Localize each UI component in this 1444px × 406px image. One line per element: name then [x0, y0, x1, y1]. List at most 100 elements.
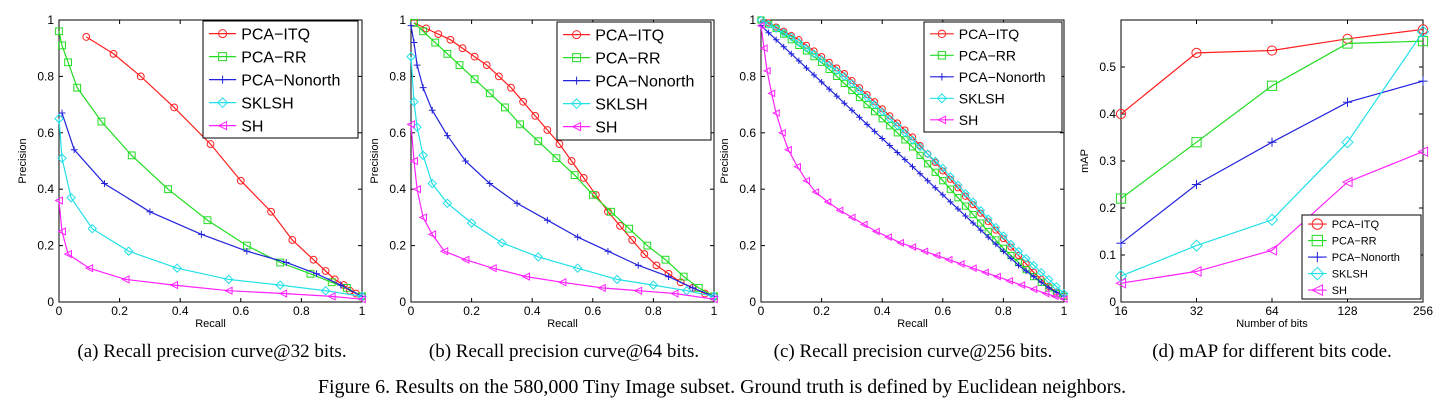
data-point — [507, 83, 515, 92]
legend-marker — [218, 29, 228, 39]
data-point — [1418, 76, 1428, 86]
data-point — [127, 151, 136, 160]
data-point — [419, 84, 427, 92]
data-point — [309, 255, 318, 264]
data-point — [407, 22, 415, 30]
data-point — [418, 213, 428, 222]
data-point — [924, 177, 931, 184]
legend-marker — [938, 73, 946, 81]
legend-marker — [571, 98, 583, 110]
data-point — [1023, 267, 1030, 275]
data-point — [557, 278, 567, 287]
data-point — [1266, 80, 1278, 91]
data-point — [803, 64, 810, 72]
data-point — [945, 172, 955, 181]
x-tick-label: 0.8 — [293, 304, 310, 318]
legend-marker — [1310, 266, 1325, 281]
data-point — [543, 126, 552, 134]
data-point — [203, 216, 212, 225]
chart-panel-2: 0 0.2 0.4 0.6 0.8 1 0 0.2 0.4 0.6 0.8 1 Recall Precis… — [369, 13, 719, 362]
data-point — [998, 231, 1008, 241]
data-point — [824, 60, 834, 70]
legend-label: SH — [241, 118, 263, 135]
data-point — [689, 284, 697, 292]
data-point — [818, 78, 825, 86]
data-point — [1191, 137, 1202, 148]
data-point — [839, 71, 849, 81]
data-point — [709, 294, 718, 304]
legend-label: SKLSH — [241, 95, 293, 112]
data-point — [1190, 239, 1203, 252]
data-point — [841, 100, 848, 107]
y-tick-label: 0 — [399, 295, 406, 309]
data-point — [87, 223, 98, 234]
x-axis-label: Recall — [195, 318, 226, 330]
legend-label: PCA−ITQ — [241, 26, 310, 43]
data-point — [442, 198, 453, 209]
data-point — [665, 273, 672, 281]
data-point — [409, 156, 418, 166]
data-point — [243, 247, 251, 255]
data-point — [458, 44, 467, 53]
data-point — [410, 39, 418, 46]
data-point — [900, 128, 910, 138]
y-tick-label: 0.4 — [1099, 107, 1116, 121]
data-point — [419, 27, 428, 36]
legend: PCA−ITQ PCA−RR PCA−Nonorth SKLSH SH — [202, 20, 359, 139]
data-point — [282, 259, 290, 266]
data-point — [788, 50, 795, 57]
data-point — [938, 163, 948, 173]
data-point — [930, 156, 940, 166]
legend-label: SH — [959, 112, 978, 128]
data-point — [224, 286, 233, 295]
series-triangle-left — [54, 196, 366, 304]
data-point — [427, 178, 437, 189]
legend-label: PCA−RR — [1332, 236, 1377, 248]
data-point — [413, 61, 421, 69]
data-point — [418, 150, 428, 161]
x-tick-label: 1 — [1061, 304, 1068, 318]
data-point — [870, 100, 880, 110]
data-point — [172, 263, 182, 273]
data-point — [1030, 273, 1037, 280]
data-point — [552, 154, 561, 163]
series-line — [1120, 151, 1424, 284]
sub-caption: (a) Recall precision curve@32 bits. — [77, 341, 346, 362]
series-line — [58, 118, 363, 297]
data-point — [327, 292, 336, 301]
data-point — [916, 170, 924, 177]
data-point — [1007, 255, 1015, 262]
legend-label: SKLSH — [1332, 269, 1368, 281]
y-tick-label: 1 — [399, 13, 406, 27]
data-point — [767, 89, 776, 98]
y-tick-label: 0.4 — [389, 182, 406, 196]
data-point — [835, 206, 844, 215]
data-point — [57, 227, 66, 236]
data-point — [1116, 238, 1126, 248]
data-point — [572, 263, 583, 273]
data-point — [985, 234, 992, 241]
data-point — [915, 142, 925, 152]
y-tick-label: 0.6 — [37, 126, 54, 140]
data-point — [786, 32, 796, 42]
data-point — [70, 146, 78, 154]
data-point — [470, 52, 479, 61]
series-plus — [757, 22, 1068, 300]
x-tick-label: 1 — [359, 304, 366, 318]
legend-label: PCA−RR — [595, 50, 660, 67]
legend-marker — [937, 115, 947, 125]
data-point — [446, 35, 455, 44]
data-point — [1266, 244, 1278, 256]
data-point — [121, 275, 130, 284]
data-point — [169, 280, 179, 290]
data-point — [513, 199, 521, 207]
figure-caption: Figure 6. Results on the 580,000 Tiny Im… — [318, 376, 1126, 398]
data-point — [777, 128, 786, 137]
data-point — [932, 251, 941, 260]
y-tick-label: 0.2 — [389, 239, 406, 253]
x-tick-label: 1 — [711, 304, 718, 318]
y-tick-label: 0.2 — [1099, 201, 1116, 215]
data-point — [485, 89, 494, 98]
data-point — [817, 55, 827, 64]
data-point — [1017, 281, 1026, 289]
